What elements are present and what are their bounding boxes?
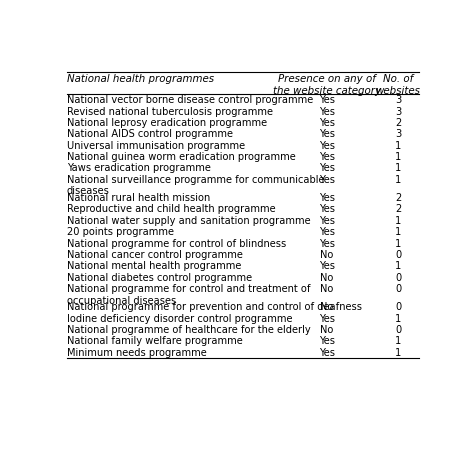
Text: Revised national tuberculosis programme: Revised national tuberculosis programme [66,107,273,117]
Text: Yes: Yes [319,141,335,151]
Text: National programme for prevention and control of deafness: National programme for prevention and co… [66,302,362,312]
Text: 1: 1 [395,261,401,271]
Text: 1: 1 [395,175,401,185]
Text: Yes: Yes [319,107,335,117]
Text: No: No [320,302,333,312]
Text: Yes: Yes [319,163,335,173]
Text: Yes: Yes [319,152,335,162]
Text: Yes: Yes [319,193,335,203]
Text: National health programmes: National health programmes [66,74,214,84]
Text: National programme for control and treatment of
occupational diseases: National programme for control and treat… [66,284,310,306]
Text: Yes: Yes [319,348,335,358]
Text: National guinea worm eradication programme: National guinea worm eradication program… [66,152,295,162]
Text: 2: 2 [395,118,401,128]
Text: 1: 1 [395,163,401,173]
Text: National vector borne disease control programme: National vector borne disease control pr… [66,95,313,105]
Text: National water supply and sanitation programme: National water supply and sanitation pro… [66,216,310,226]
Text: 1: 1 [395,227,401,237]
Text: 2: 2 [395,193,401,203]
Text: 0: 0 [395,250,401,260]
Text: 1: 1 [395,337,401,347]
Text: No: No [320,273,333,283]
Text: 0: 0 [395,302,401,312]
Text: 0: 0 [395,325,401,335]
Text: 1: 1 [395,216,401,226]
Text: 1: 1 [395,314,401,324]
Text: Yes: Yes [319,314,335,324]
Text: Yes: Yes [319,261,335,271]
Text: Yes: Yes [319,337,335,347]
Text: National leprosy eradication programme: National leprosy eradication programme [66,118,267,128]
Text: No: No [320,250,333,260]
Text: Yes: Yes [319,216,335,226]
Text: Yes: Yes [319,129,335,139]
Text: 1: 1 [395,152,401,162]
Text: National surveillance programme for communicable
diseases: National surveillance programme for comm… [66,175,324,197]
Text: National mental health programme: National mental health programme [66,261,241,271]
Text: 1: 1 [395,238,401,248]
Text: Yes: Yes [319,227,335,237]
Text: 3: 3 [395,95,401,105]
Text: Yes: Yes [319,118,335,128]
Text: Yaws eradication programme: Yaws eradication programme [66,163,210,173]
Text: Yes: Yes [319,175,335,185]
Text: 3: 3 [395,129,401,139]
Text: 2: 2 [395,205,401,215]
Text: Yes: Yes [319,238,335,248]
Text: Reproductive and child health programme: Reproductive and child health programme [66,205,275,215]
Text: Universal immunisation programme: Universal immunisation programme [66,141,245,151]
Text: National diabetes control programme: National diabetes control programme [66,273,252,283]
Text: 0: 0 [395,273,401,283]
Text: No: No [320,284,333,294]
Text: 20 points programme: 20 points programme [66,227,173,237]
Text: Yes: Yes [319,95,335,105]
Text: 1: 1 [395,348,401,358]
Text: Minimum needs programme: Minimum needs programme [66,348,206,358]
Text: National AIDS control programme: National AIDS control programme [66,129,233,139]
Text: Yes: Yes [319,205,335,215]
Text: National family welfare programme: National family welfare programme [66,337,242,347]
Text: Presence on any of
the website category: Presence on any of the website category [273,74,381,96]
Text: 0: 0 [395,284,401,294]
Text: No. of
websites: No. of websites [375,74,420,96]
Text: National programme for control of blindness: National programme for control of blindn… [66,238,286,248]
Text: National rural health mission: National rural health mission [66,193,210,203]
Text: 3: 3 [395,107,401,117]
Text: 1: 1 [395,141,401,151]
Text: No: No [320,325,333,335]
Text: National programme of healthcare for the elderly: National programme of healthcare for the… [66,325,310,335]
Text: Iodine deficiency disorder control programme: Iodine deficiency disorder control progr… [66,314,292,324]
Text: National cancer control programme: National cancer control programme [66,250,243,260]
